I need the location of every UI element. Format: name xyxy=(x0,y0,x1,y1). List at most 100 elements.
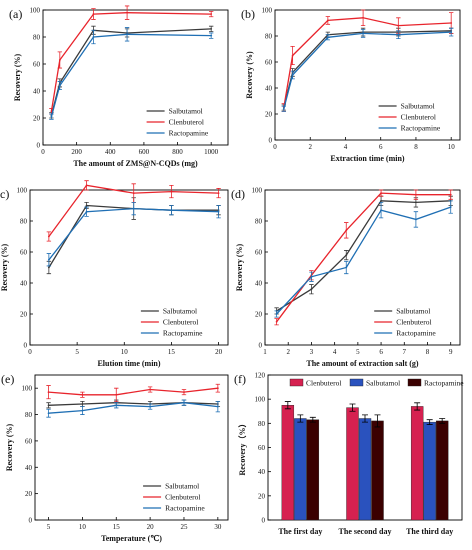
data-point xyxy=(345,266,348,269)
axes-frame xyxy=(29,189,229,346)
series-line-clenbuterol xyxy=(283,17,452,108)
data-point xyxy=(47,391,50,394)
y-axis-label: Recovery (%) xyxy=(245,51,254,99)
data-point xyxy=(47,258,50,261)
data-point xyxy=(380,209,382,212)
y-tick-label: 0 xyxy=(24,342,28,350)
x-tick-label: 20 xyxy=(147,523,155,531)
data-point xyxy=(216,387,219,390)
x-tick-label: 9 xyxy=(449,348,453,356)
data-point xyxy=(291,54,294,57)
bar-clenbuterol xyxy=(346,407,359,521)
y-tick-label: 80 xyxy=(255,218,263,226)
data-point xyxy=(81,409,84,412)
legend-label: Salbutamol xyxy=(169,107,203,116)
y-tick-label: 20 xyxy=(25,490,33,498)
x-tick-label: 4 xyxy=(344,143,348,151)
y-axis-label: Recovery（%） xyxy=(237,420,247,476)
axes-frame xyxy=(34,374,229,521)
y-tick-label: 120 xyxy=(255,372,266,380)
x-tick-label: 800 xyxy=(172,148,183,156)
legend-label: Salbutamol xyxy=(163,307,197,316)
data-point xyxy=(183,401,185,404)
x-tick-label: 30 xyxy=(214,523,222,531)
data-point xyxy=(380,199,382,202)
data-point xyxy=(397,24,400,27)
data-point xyxy=(217,192,220,195)
y-tick-label: 80 xyxy=(20,218,28,226)
data-point xyxy=(282,107,285,110)
y-tick-label: 100 xyxy=(30,7,41,15)
y-tick-label: 60 xyxy=(258,444,266,452)
x-tick-label: 6 xyxy=(379,143,383,151)
y-tick-label: 100 xyxy=(252,187,263,195)
series-line-ractopamine xyxy=(283,31,452,109)
bar-ractopamine xyxy=(371,420,384,521)
data-point xyxy=(217,210,220,213)
data-point xyxy=(449,206,452,208)
x-tick-label: 15 xyxy=(168,348,176,356)
y-tick-label: 40 xyxy=(33,88,41,96)
data-point xyxy=(414,201,417,204)
data-point xyxy=(291,74,294,76)
x-tick-label: The second day xyxy=(339,527,392,536)
error-bar xyxy=(284,401,291,410)
bar-salbutamol xyxy=(358,418,372,521)
data-point xyxy=(449,193,452,196)
x-tick-label: 10 xyxy=(79,523,87,531)
axes-frame xyxy=(42,9,229,146)
data-point xyxy=(132,207,135,210)
data-point xyxy=(81,403,84,405)
bar-salbutamol xyxy=(294,418,307,521)
data-point xyxy=(85,184,88,187)
data-point xyxy=(149,388,152,391)
legend-label: Salbutamol xyxy=(401,102,435,111)
data-point xyxy=(345,229,348,232)
y-tick-label: 0 xyxy=(262,517,266,525)
data-point xyxy=(58,59,61,61)
data-point xyxy=(210,28,213,30)
y-tick-label: 60 xyxy=(255,249,263,257)
y-tick-label: 0 xyxy=(259,342,263,350)
legend-label: Ractopamine xyxy=(165,504,205,513)
data-point xyxy=(310,275,313,278)
x-tick-label: 600 xyxy=(139,148,150,156)
panel-label: (d) xyxy=(231,187,245,201)
data-point xyxy=(47,412,50,415)
legend-label: Ractopamine xyxy=(424,379,464,388)
x-tick-label: 7 xyxy=(403,348,407,356)
data-point xyxy=(81,393,84,396)
x-tick-label: 6 xyxy=(379,348,383,356)
y-tick-label: 0 xyxy=(29,517,33,525)
x-tick-label: 1 xyxy=(263,348,267,356)
legend-label: Clenbuterol xyxy=(165,493,200,502)
data-point xyxy=(92,13,95,15)
legend-swatch xyxy=(289,378,304,387)
y-axis-label: Recovery (%) xyxy=(13,54,22,102)
legend-label: Clenbuterol xyxy=(401,113,436,122)
axes-frame xyxy=(264,189,461,346)
data-point xyxy=(149,405,152,408)
series-line-clenbuterol xyxy=(276,192,451,323)
y-tick-label: 100 xyxy=(22,385,33,393)
x-axis-label: The amount of ZMS@N-CQDs (mg) xyxy=(73,159,198,168)
error-bar xyxy=(374,414,381,428)
x-tick-label: 1000 xyxy=(204,148,219,156)
x-tick-label: 0 xyxy=(28,348,32,356)
data-point xyxy=(132,192,135,195)
bar-ractopamine xyxy=(435,420,449,521)
series-line-salbutamol xyxy=(50,28,212,116)
legend-label: Salbutamol xyxy=(165,482,199,491)
bar-clenbuterol xyxy=(410,406,424,521)
panel-e: 0 20 40 60 80 100 (e) Recovery (%) 5 10 15 20 25 30 Te… xyxy=(1,372,229,543)
data-point xyxy=(47,404,50,407)
data-point xyxy=(170,190,173,193)
data-point xyxy=(58,84,61,87)
data-point xyxy=(170,209,173,212)
panel-d: 0 20 40 60 80 100 (d) Recovery (%) 1 2 3 4 5 6 7 8 9 The … xyxy=(231,187,461,368)
series-line-salbutamol xyxy=(283,30,452,108)
error-bar xyxy=(426,419,433,425)
bar-salbutamol xyxy=(423,421,436,521)
panel-label: (c) xyxy=(0,187,9,201)
x-tick-label: 0 xyxy=(273,143,277,151)
